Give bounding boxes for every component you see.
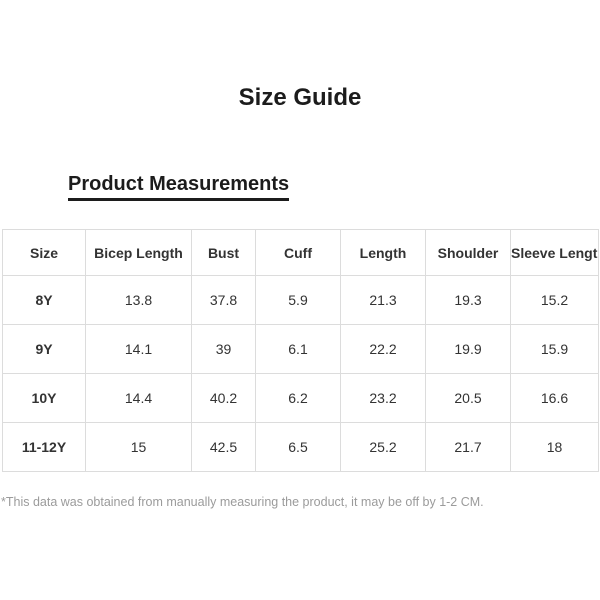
- measurement-value: 14.4: [85, 373, 192, 423]
- measurement-value: 22.2: [340, 324, 426, 374]
- measurement-value: 42.5: [191, 422, 256, 472]
- measurement-value: 15: [85, 422, 192, 472]
- measurement-value: 6.1: [255, 324, 341, 374]
- measurement-value: 20.5: [425, 373, 511, 423]
- measurement-value: 39: [191, 324, 256, 374]
- measurement-value: 16.6: [510, 373, 599, 423]
- size-label: 9Y: [2, 324, 86, 374]
- table-row: 9Y 14.1 39 6.1 22.2 19.9 15.9: [2, 324, 599, 374]
- measurement-value: 15.9: [510, 324, 599, 374]
- size-label: 11-12Y: [2, 422, 86, 472]
- measurement-value: 13.8: [85, 275, 192, 325]
- measurement-value: 14.1: [85, 324, 192, 374]
- measurement-value: 40.2: [191, 373, 256, 423]
- measurement-value: 21.3: [340, 275, 426, 325]
- section-heading: Product Measurements: [68, 172, 290, 201]
- footnote: *This data was obtained from manually me…: [1, 495, 484, 509]
- column-header-shoulder: Shoulder: [425, 229, 511, 276]
- measurement-value: 21.7: [425, 422, 511, 472]
- measurement-value: 37.8: [191, 275, 256, 325]
- measurement-value: 6.2: [255, 373, 341, 423]
- page-title: Size Guide: [238, 84, 362, 111]
- measurement-value: 5.9: [255, 275, 341, 325]
- column-header-sleeve-length: Sleeve Length: [510, 229, 599, 276]
- size-label: 8Y: [2, 275, 86, 325]
- column-header-length: Length: [340, 229, 426, 276]
- column-header-bicep-length: Bicep Length: [85, 229, 192, 276]
- measurement-value: 23.2: [340, 373, 426, 423]
- table-row: 10Y 14.4 40.2 6.2 23.2 20.5 16.6: [2, 373, 599, 423]
- table-row: 8Y 13.8 37.8 5.9 21.3 19.3 15.2: [2, 275, 599, 325]
- column-header-size: Size: [2, 229, 86, 276]
- product-measurements-table: Size Bicep Length Bust Cuff Length Shoul…: [2, 229, 599, 472]
- measurement-value: 25.2: [340, 422, 426, 472]
- column-header-bust: Bust: [191, 229, 256, 276]
- column-header-cuff: Cuff: [255, 229, 341, 276]
- measurement-value: 18: [510, 422, 599, 472]
- table-row: 11-12Y 15 42.5 6.5 25.2 21.7 18: [2, 422, 599, 472]
- measurement-value: 19.3: [425, 275, 511, 325]
- measurement-value: 6.5: [255, 422, 341, 472]
- measurement-value: 19.9: [425, 324, 511, 374]
- measurement-value: 15.2: [510, 275, 599, 325]
- size-label: 10Y: [2, 373, 86, 423]
- header-row: Size Bicep Length Bust Cuff Length Shoul…: [2, 229, 599, 276]
